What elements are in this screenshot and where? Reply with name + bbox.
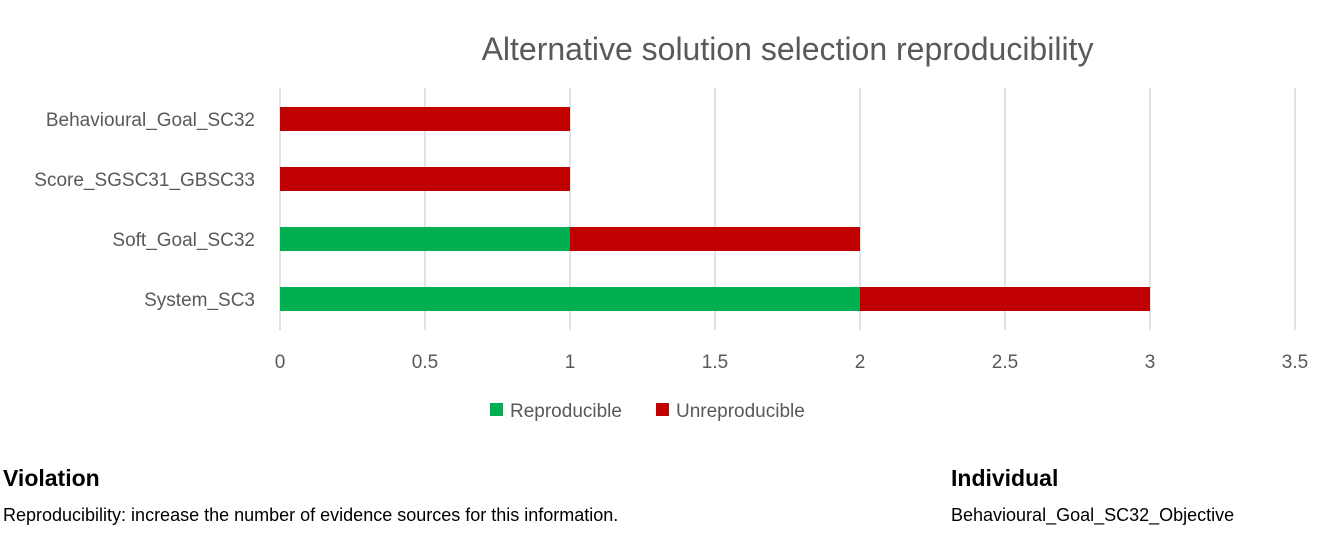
legend-swatch-1 [655, 403, 669, 416]
x-tick-label: 2 [855, 352, 866, 373]
chart-title: Alternative solution selection reproduci… [482, 31, 1094, 67]
x-tick-label: 3.5 [1282, 352, 1308, 373]
x-tick-label: 2.5 [992, 352, 1018, 373]
category-label: Score_SGSC31_GBSC33 [34, 170, 255, 191]
x-tick-label: 1 [565, 352, 576, 373]
individual-text: Behavioural_Goal_SC32_Objective [951, 505, 1235, 525]
x-tick-label: 0 [275, 352, 286, 373]
x-tick-label: 0.5 [412, 352, 438, 373]
x-tick-label: 1.5 [702, 352, 728, 373]
category-label: System_SC3 [144, 290, 255, 311]
bar-unreproducible-0 [280, 107, 570, 131]
legend-label: Unreproducible [676, 401, 805, 422]
bar-reproducible-2 [280, 227, 570, 251]
bar-unreproducible-1 [280, 167, 570, 191]
legend-swatch-0 [490, 403, 503, 416]
category-label: Behavioural_Goal_SC32 [46, 110, 255, 131]
stacked-bar-chart: Alternative solution selection reproduci… [34, 31, 1308, 422]
chart-area: Alternative solution selection reproduci… [34, 31, 1308, 422]
bar-unreproducible-2 [570, 227, 860, 251]
bar-unreproducible-3 [860, 287, 1150, 311]
x-tick-label: 3 [1145, 352, 1156, 373]
violation-heading: Violation [3, 465, 100, 491]
individual-heading: Individual [951, 465, 1059, 491]
legend-label: Reproducible [510, 401, 622, 422]
violation-text: Reproducibility: increase the number of … [3, 505, 619, 525]
category-label: Soft_Goal_SC32 [112, 230, 255, 251]
bar-reproducible-3 [280, 287, 860, 311]
